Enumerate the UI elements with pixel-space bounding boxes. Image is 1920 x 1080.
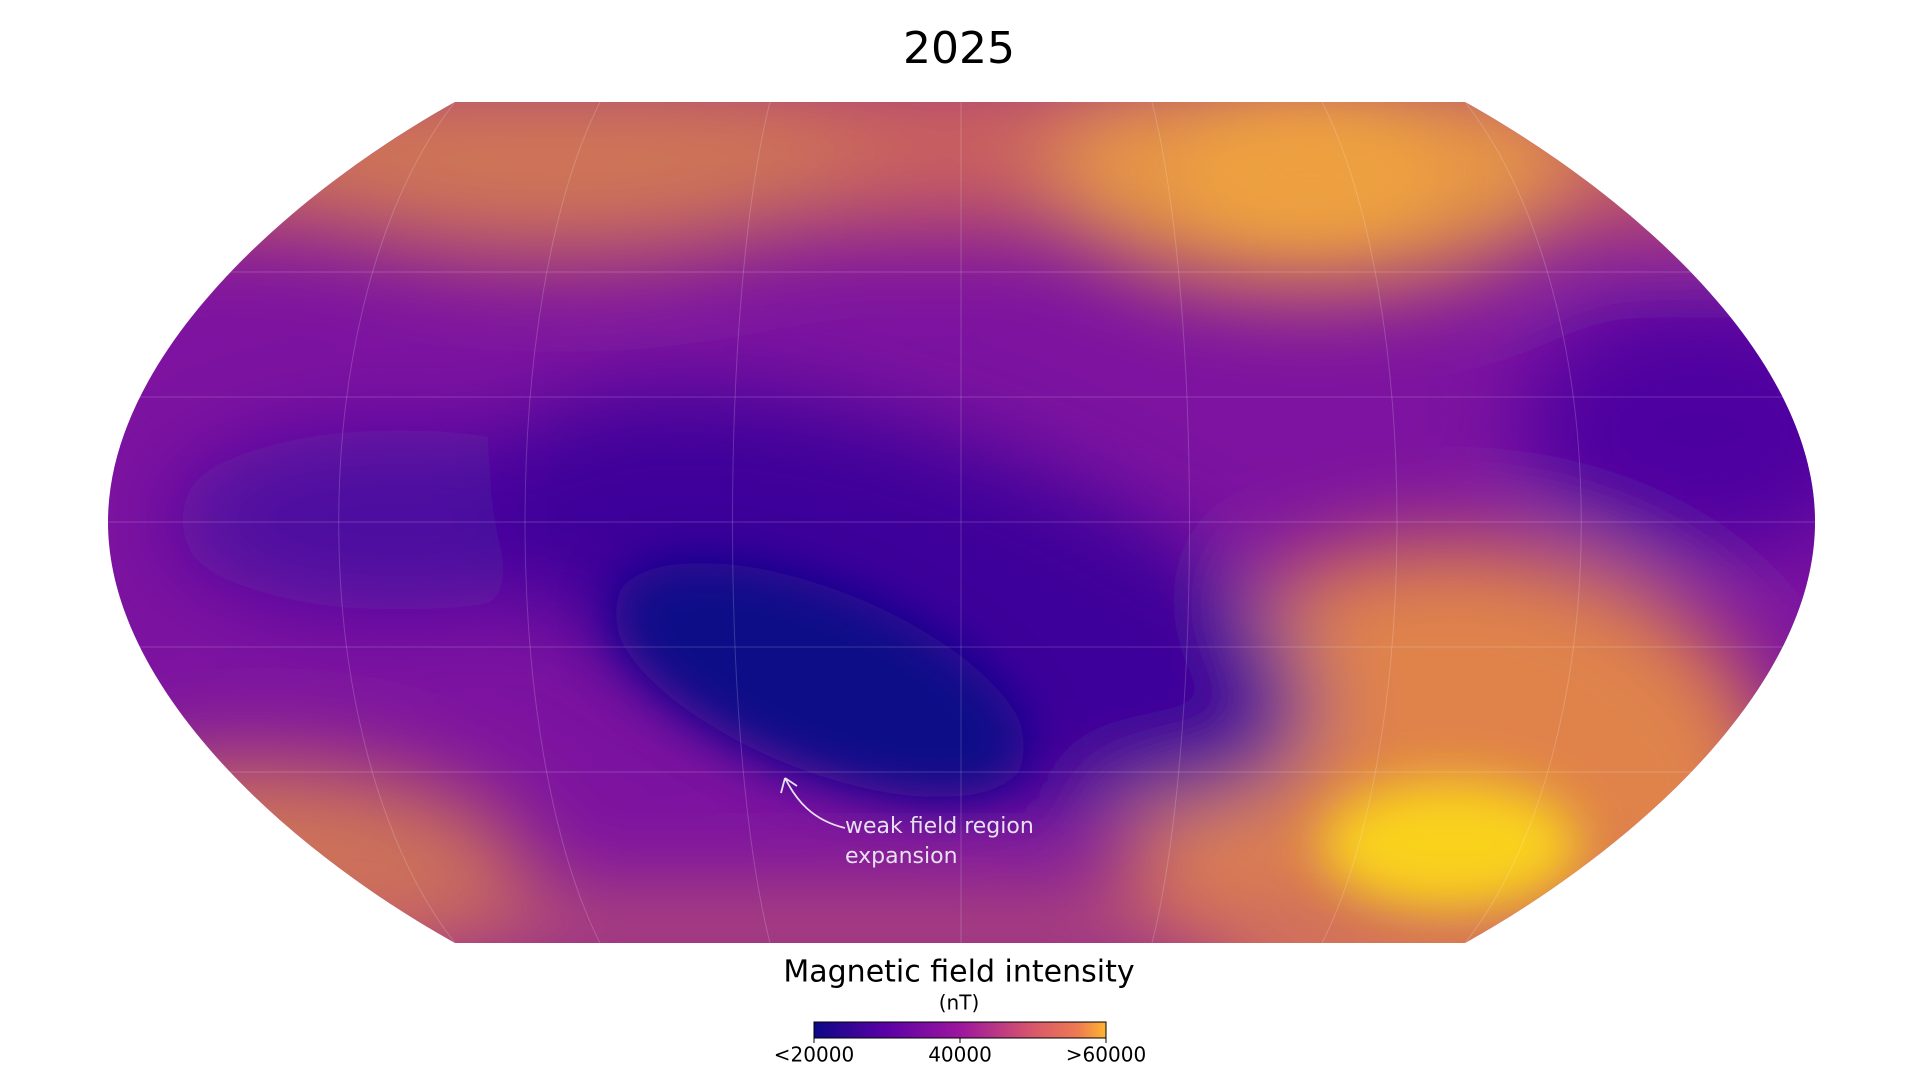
colorbar-tick-label: 40000 <box>928 1043 992 1067</box>
colorbar-title: Magnetic field intensity <box>783 955 1134 990</box>
annotation-arrow <box>780 777 846 829</box>
colorbar-tick-label: <20000 <box>774 1043 854 1067</box>
graticule <box>108 102 1815 943</box>
field-map <box>108 102 1815 943</box>
map-title: 2025 <box>903 23 1015 74</box>
annotation-text: weak field region <box>845 814 1034 839</box>
colorbar-tick-label: >60000 <box>1066 1043 1146 1067</box>
colorbar-unit: (nT) <box>939 991 980 1015</box>
annotation-text: expansion <box>845 844 958 869</box>
colorbar <box>813 1021 1107 1039</box>
